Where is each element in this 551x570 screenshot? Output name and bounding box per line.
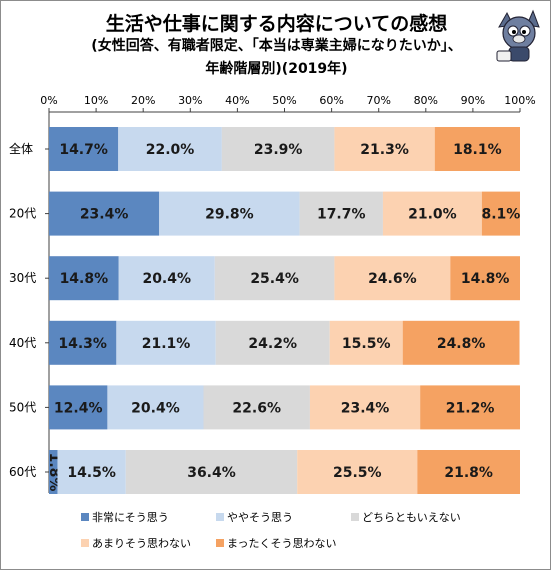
bar-segment [299, 191, 383, 236]
data-label: 24.6% [368, 271, 417, 287]
bar-segment [116, 320, 216, 365]
y-tick-label: 60代 [9, 465, 36, 479]
y-tick-label: 20代 [9, 207, 36, 221]
data-label: 21.2% [446, 400, 495, 416]
legend-label: ややそう思う [227, 511, 293, 524]
data-label: 29.8% [205, 207, 254, 223]
legend-label: あまりそう思わない [92, 537, 191, 550]
legend-label: どちらともいえない [362, 511, 461, 524]
y-tick-label: 全体 [9, 141, 33, 156]
data-label: 36.4% [187, 465, 236, 481]
bar-segment [49, 191, 160, 236]
data-label: 25.5% [333, 465, 382, 481]
bar-segment [334, 127, 435, 171]
bar-segment [49, 320, 117, 365]
y-tick-label: 40代 [9, 336, 36, 350]
x-tick-label: 90% [461, 94, 485, 107]
legend-swatch [351, 513, 359, 521]
x-tick-label: 20% [131, 94, 155, 107]
data-label: 14.3% [58, 336, 107, 352]
chart-subtitle-line1: (女性回答、有職者限定、「本当は専業主婦になりたいか」、 [91, 38, 462, 54]
x-tick-label: 70% [366, 94, 390, 107]
bar-segment [334, 256, 451, 301]
x-tick-label: 40% [225, 94, 249, 107]
data-label: 23.4% [341, 400, 390, 416]
x-tick-label: 80% [414, 94, 438, 107]
x-tick-label: 50% [272, 94, 296, 107]
bar-segment [221, 127, 335, 171]
data-label: 21.0% [408, 207, 457, 223]
x-tick-label: 60% [319, 94, 343, 107]
bar-segment [382, 191, 482, 236]
data-label: 17.7% [317, 207, 366, 223]
bar-segment [417, 450, 520, 494]
data-label: 23.9% [254, 142, 303, 158]
data-label: 14.7% [59, 142, 108, 158]
bar-segment [434, 127, 520, 171]
x-tick-label: 100% [504, 94, 535, 107]
bar-segment [309, 385, 421, 430]
bar-segment [118, 127, 222, 171]
bar-segment [203, 385, 310, 430]
data-label: 21.1% [142, 336, 191, 352]
legend-swatch [216, 513, 224, 521]
bar-segment [107, 385, 204, 430]
bar-segment [214, 256, 335, 301]
y-tick-label: 50代 [9, 400, 36, 414]
bar-segment [125, 450, 298, 494]
chart-subtitle-line2: 年齢階層別)(2019年) [205, 61, 348, 77]
data-label: 15.5% [342, 336, 391, 352]
data-label: 8.1% [482, 207, 521, 223]
bar-segment [57, 450, 126, 494]
data-label: 23.4% [80, 207, 129, 223]
bar-segment [450, 256, 520, 301]
x-tick-label: 30% [178, 94, 202, 107]
data-label: 24.2% [248, 336, 297, 352]
bar-segment [215, 320, 330, 365]
data-label: 22.0% [146, 142, 195, 158]
legend-swatch [81, 539, 89, 547]
chart-title: 生活や仕事に関する内容についての感想 [105, 13, 448, 35]
data-label: 24.8% [437, 336, 486, 352]
mascot-logo-icon [489, 7, 545, 65]
bar-segment [297, 450, 418, 494]
bar-segment [402, 320, 520, 365]
x-tick-label: 10% [84, 94, 108, 107]
data-label: 25.4% [250, 271, 299, 287]
bar-segment [329, 320, 403, 365]
bar-segment [49, 450, 58, 494]
data-label: 14.8% [60, 271, 109, 287]
legend-label: まったくそう思わない [227, 537, 337, 550]
bar-segment [481, 191, 520, 236]
data-label: 20.4% [131, 400, 180, 416]
data-label: 14.5% [67, 465, 116, 481]
bar-segment [49, 127, 119, 171]
bar-segment [49, 385, 108, 430]
bar-segment [420, 385, 520, 430]
bar-segment [159, 191, 300, 236]
data-label: 22.6% [232, 400, 281, 416]
bar-segment [118, 256, 215, 301]
legend-label: 非常にそう思う [92, 511, 169, 524]
y-tick-label: 30代 [9, 271, 36, 285]
legend-swatch [81, 513, 89, 521]
x-tick-label: 0% [40, 94, 57, 107]
data-label: 21.8% [444, 465, 493, 481]
data-label: 18.1% [453, 142, 502, 158]
legend-swatch [216, 539, 224, 547]
data-label: 14.8% [461, 271, 510, 287]
data-label: 21.3% [360, 142, 409, 158]
data-label: 20.4% [142, 271, 191, 287]
data-label: 12.4% [54, 400, 103, 416]
bar-segment [49, 256, 119, 301]
